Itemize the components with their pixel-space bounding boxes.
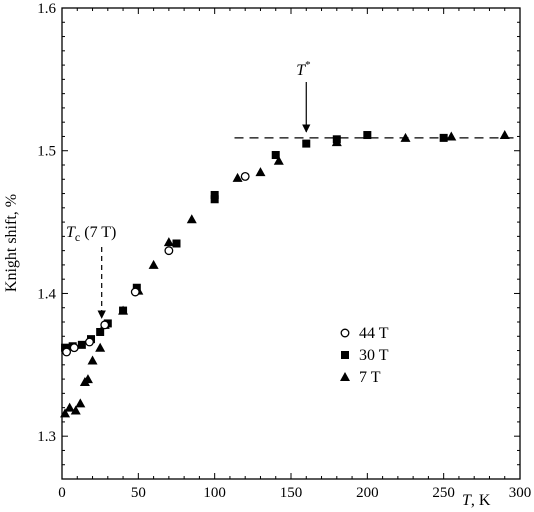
series-30t <box>61 131 448 352</box>
axis-ticks <box>61 7 521 479</box>
x-axis-title: T, K <box>462 492 491 509</box>
data-point <box>273 155 284 165</box>
data-point <box>100 320 110 330</box>
data-point <box>332 135 341 144</box>
data-point <box>172 239 181 248</box>
legend-marker <box>340 372 350 381</box>
data-point <box>148 259 159 269</box>
x-tick-label: 50 <box>131 485 146 501</box>
x-axis-variable: T <box>462 492 472 509</box>
x-tick-labels: 0 50 100 150 200 250 300 <box>58 485 531 501</box>
legend-label: 44 T <box>359 325 389 342</box>
data-points <box>60 130 510 418</box>
series-44t <box>62 171 250 357</box>
data-point <box>77 340 86 349</box>
data-point <box>130 287 140 297</box>
legend-label: 30 T <box>359 347 389 364</box>
data-point <box>210 190 219 199</box>
data-point <box>240 171 250 181</box>
y-tick-label: 1.5 <box>37 144 56 160</box>
annotation-t-star-super: * <box>305 59 311 71</box>
legend-marker <box>340 328 350 338</box>
x-tick-label: 200 <box>356 485 379 501</box>
data-point <box>210 195 219 204</box>
annotation-t-star: T* <box>296 59 310 79</box>
y-axis-title: Knight shift, % <box>3 194 20 292</box>
data-point <box>96 327 105 336</box>
data-point <box>439 133 448 142</box>
data-point <box>64 402 75 412</box>
x-tick-label: 0 <box>58 485 66 501</box>
data-point <box>61 343 70 352</box>
data-point <box>400 132 411 142</box>
data-point <box>60 408 71 418</box>
series-7t <box>60 130 510 418</box>
y-tick-labels: 1.3 1.4 1.5 1.6 <box>37 1 56 445</box>
x-tick-label: 250 <box>432 485 455 501</box>
data-point <box>95 342 106 352</box>
x-tick-label: 300 <box>509 485 532 501</box>
data-point <box>75 398 86 408</box>
y-tick-label: 1.3 <box>37 429 56 445</box>
annotations: T*Tc (7 T) <box>66 59 311 319</box>
data-point <box>232 172 243 182</box>
data-point <box>69 343 79 353</box>
data-point <box>87 355 98 365</box>
data-point <box>62 347 72 357</box>
data-point <box>446 131 457 141</box>
data-point <box>82 374 93 384</box>
data-point <box>85 337 94 347</box>
x-tick-label: 150 <box>280 485 303 501</box>
annotation-tc-sub: c <box>75 230 80 244</box>
x-axis-unit: , K <box>471 492 491 509</box>
data-point <box>499 130 510 140</box>
data-point <box>255 167 266 177</box>
legend: 44 T 30 T 7 T <box>340 325 389 386</box>
data-point <box>119 306 128 315</box>
y-tick-label: 1.6 <box>37 1 56 17</box>
data-point <box>70 405 81 415</box>
data-point <box>363 131 372 140</box>
annotation-tc-main: T <box>66 224 76 241</box>
data-point <box>271 151 280 160</box>
data-point <box>302 139 311 148</box>
plot-frame <box>61 7 521 480</box>
x-tick-label: 100 <box>203 485 226 501</box>
annotation-t-star-main: T <box>296 62 306 79</box>
data-point <box>186 214 197 224</box>
legend-label: 7 T <box>359 369 381 386</box>
data-point <box>164 246 174 256</box>
annotation-tc: Tc (7 T) <box>66 224 116 244</box>
y-tick-label: 1.4 <box>37 286 56 302</box>
data-point <box>132 283 141 292</box>
legend-marker <box>341 351 349 359</box>
data-point <box>163 237 174 247</box>
annotation-tc-rest: (7 T) <box>80 224 116 241</box>
